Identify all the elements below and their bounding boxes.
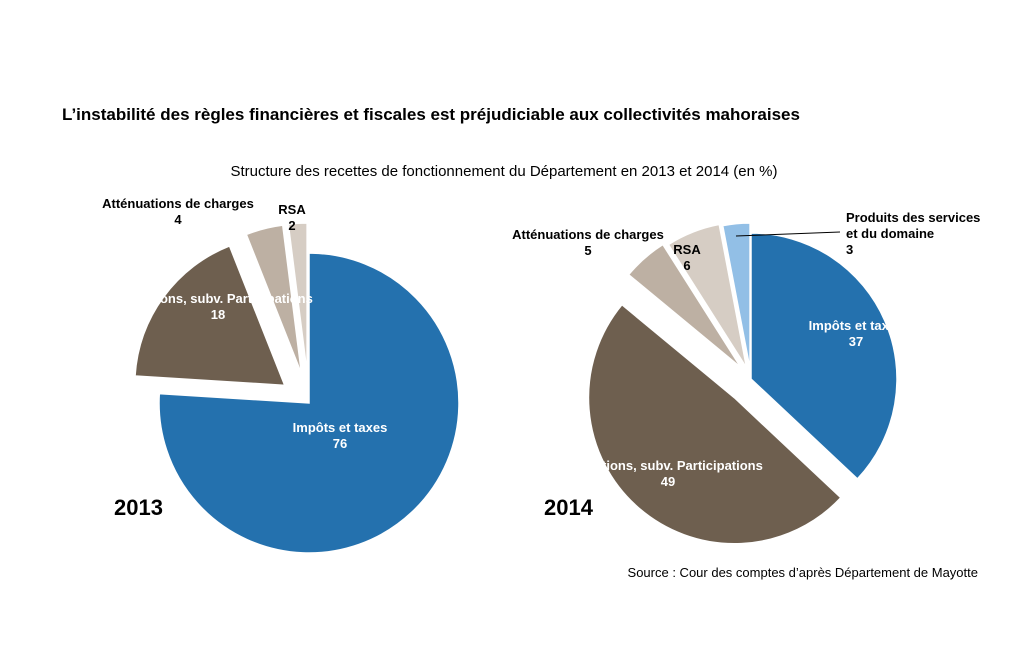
year-label-2014: 2014	[544, 495, 594, 520]
slice-label-text: Impôts et taxes	[809, 318, 904, 333]
slice-2013-dotations-subv-participations	[134, 244, 286, 387]
slice-2014-rsa	[667, 223, 748, 369]
slice-2014-dotations-subv-participations	[587, 303, 842, 545]
data-label-2013-rsa: RSA 2	[278, 202, 306, 233]
slice-2013-attenuations-de-charges	[245, 224, 303, 375]
slice-value-text: 49	[661, 474, 675, 489]
slice-label-text: Dotations, subv. Participations	[123, 291, 313, 306]
data-label-2014-produits-des-services-et-du-domaine: Produits des services et du domaine 3	[846, 210, 980, 257]
data-label-2013-impots-et-taxes: Impôts et taxes 76	[293, 420, 388, 451]
slice-2014-produits-des-services-et-du-domaine	[721, 222, 751, 370]
data-label-2014-dotations-subv-participations: Dotations, subv. Participations 49	[573, 458, 763, 489]
slice-2014-attenuations-de-charges	[627, 243, 742, 369]
slice-value-text: 5	[584, 243, 591, 258]
slice-label-text: RSA	[278, 202, 306, 217]
chart-main-title: L’instabilité des règles financières et …	[62, 105, 800, 124]
slice-label-text: RSA	[673, 242, 701, 257]
slice-label-text: Produits des services	[846, 210, 980, 225]
slice-2014-impots-et-taxes	[750, 232, 898, 481]
pies-layer	[134, 222, 898, 554]
slice-value-text: 76	[333, 436, 347, 451]
slice-value-text: 18	[211, 307, 225, 322]
data-label-2013-dotations-subv-participations: Dotations, subv. Participations 18	[123, 291, 313, 322]
slice-value-text: 3	[846, 242, 853, 257]
data-label-2014-impots-et-taxes: Impôts et taxes 37	[809, 318, 904, 349]
slice-value-text: 2	[288, 218, 295, 233]
data-label-2014-attenuations-de-charges: Atténuations de charges 5	[512, 227, 664, 258]
slice-label-text: et du domaine	[846, 226, 934, 241]
data-label-2013-attenuations-de-charges: Atténuations de charges 4	[102, 196, 254, 227]
chart-subtitle: Structure des recettes de fonctionnement…	[230, 163, 777, 180]
slice-label-text: Atténuations de charges	[512, 227, 664, 242]
slice-value-text: 6	[683, 258, 690, 273]
year-label-2013: 2013	[114, 495, 163, 520]
slice-value-text: 4	[174, 212, 182, 227]
slice-label-text: Atténuations de charges	[102, 196, 254, 211]
data-label-2014-rsa: RSA 6	[673, 242, 701, 273]
leader-line-produits	[735, 231, 841, 237]
slice-label-text: Dotations, subv. Participations	[573, 458, 763, 473]
slice-2013-impots-et-taxes	[158, 252, 460, 554]
source-note: Source : Cour des comptes d’après Départ…	[628, 565, 978, 580]
slice-value-text: 37	[849, 334, 863, 349]
slice-2013-rsa	[287, 222, 308, 374]
slice-label-text: Impôts et taxes	[293, 420, 388, 435]
